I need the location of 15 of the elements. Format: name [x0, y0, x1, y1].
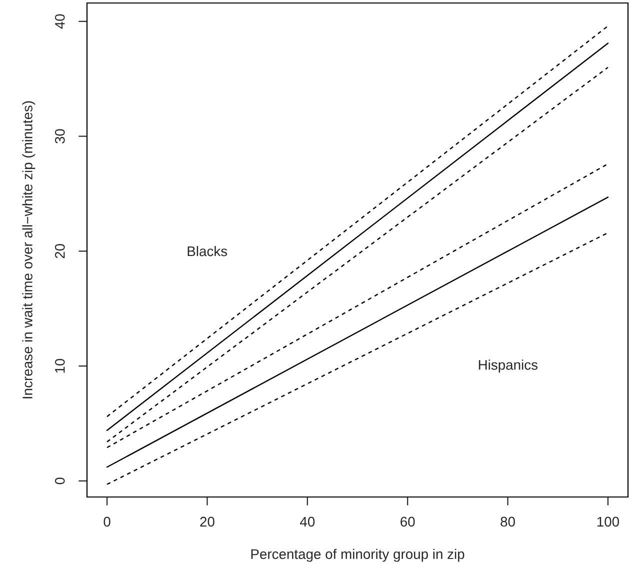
- x-tick-label: 20: [200, 516, 214, 527]
- x-tick-label: 40: [300, 516, 315, 527]
- x-axis-title: Percentage of minority group in zip: [251, 548, 464, 562]
- annotation: Blacks: [188, 246, 228, 256]
- y-tick-label: 20: [54, 244, 65, 258]
- x-tick-label: 80: [500, 516, 515, 527]
- x-tick-label: 100: [597, 516, 620, 527]
- y-axis-title: Increase in wait time over all−white zip (minutes): [22, 101, 36, 398]
- annotation: Hispanics: [478, 360, 538, 373]
- x-tick-label: 0: [104, 516, 110, 527]
- y-tick-label: 40: [54, 14, 65, 29]
- y-tick-label: 0: [54, 478, 65, 484]
- y-tick-label: 30: [54, 129, 65, 144]
- y-tick-label: 10: [54, 358, 65, 373]
- x-tick-label: 60: [400, 516, 415, 527]
